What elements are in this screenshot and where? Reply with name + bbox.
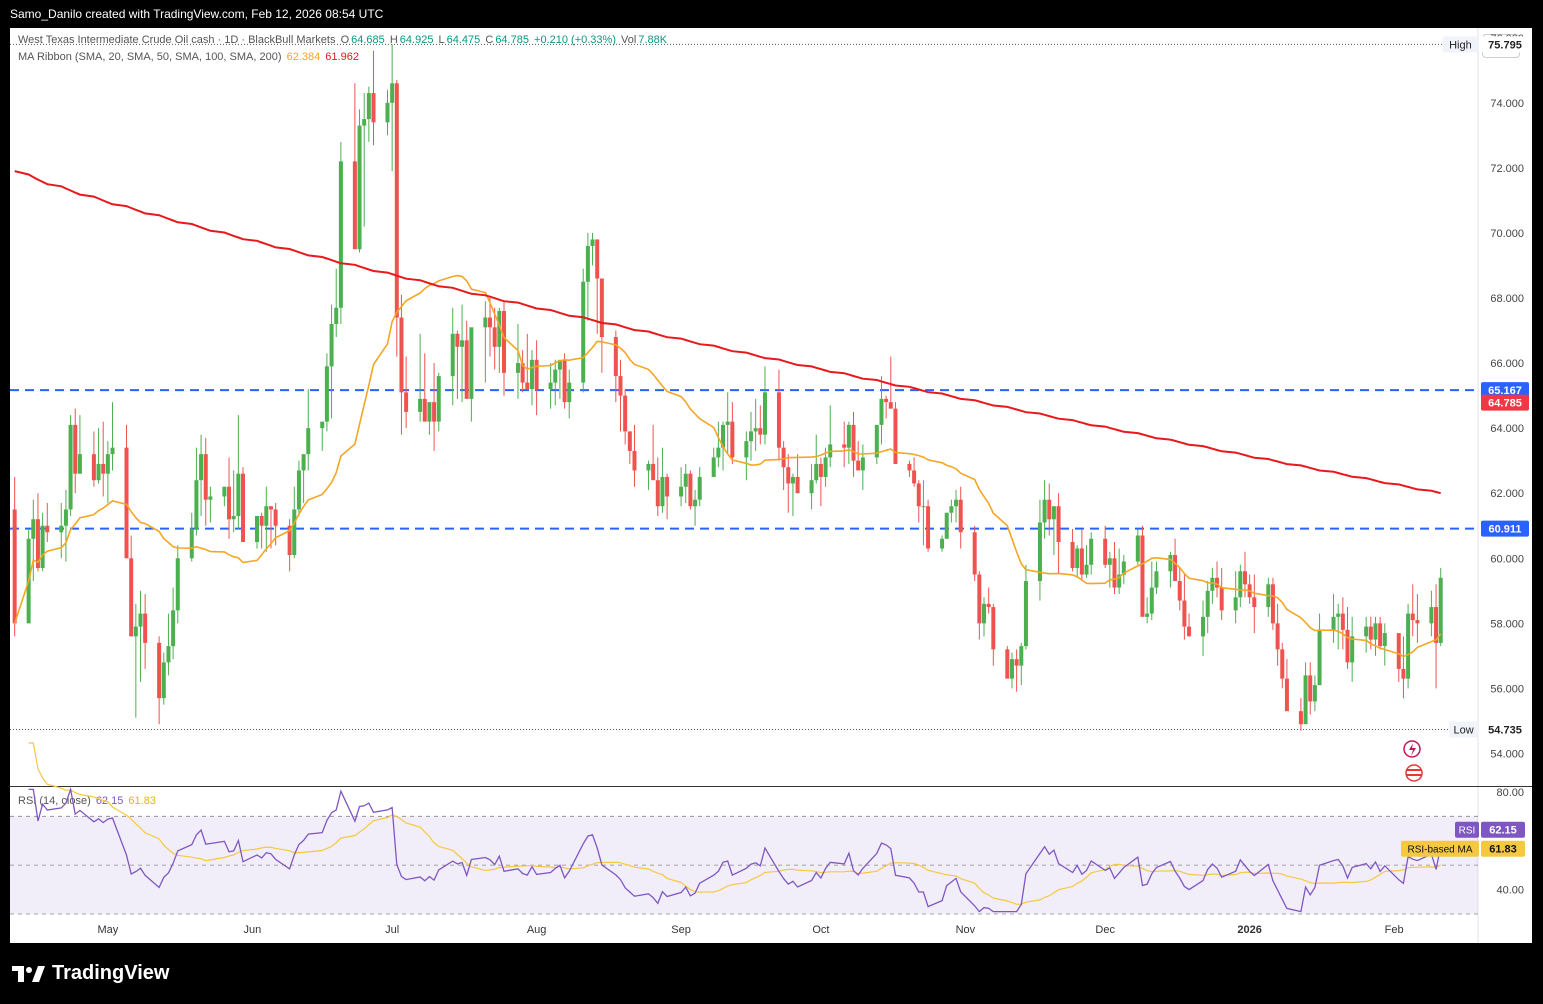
ohlc-open: 64.685 (351, 34, 385, 46)
rsi-legend: RSI (14, close) 62.15 61.83 (18, 795, 158, 807)
ohlc-high-label: H (389, 34, 398, 46)
ma20-value: 62.384 (286, 51, 321, 63)
ma-legend: MA Ribbon (SMA, 20, SMA, 50, SMA, 100, S… (18, 51, 361, 63)
symbol-name: West Texas Intermediate Crude Oil cash ·… (18, 34, 336, 46)
ma-label: MA Ribbon (SMA, 20, SMA, 50, SMA, 100, S… (18, 51, 282, 63)
ohlc-close: 64.785 (495, 34, 529, 46)
ohlc-high: 64.925 (399, 34, 434, 46)
chart-panel[interactable]: West Texas Intermediate Crude Oil cash ·… (10, 28, 1532, 943)
ohlc-low-label: L (438, 34, 445, 46)
ohlc-change: +0.210 (+0.33%) (534, 34, 616, 46)
tradingview-logo-icon (12, 965, 45, 982)
brand-name: TradingView (52, 962, 170, 984)
ohlc-close-label: C (485, 34, 494, 46)
ma200-value: 61.962 (325, 51, 359, 63)
ohlc-low: 64.475 (446, 34, 481, 46)
symbol-legend: West Texas Intermediate Crude Oil cash ·… (18, 34, 669, 46)
currency-button[interactable]: USD (1482, 34, 1520, 58)
ohlc-open-label: O (340, 34, 350, 46)
rsi-value: 62.15 (95, 795, 124, 807)
chart-credit: Samo_Danilo created with TradingView.com… (10, 7, 384, 21)
tradingview-footer: TradingView (12, 962, 169, 985)
volume-label: Vol (621, 34, 637, 46)
volume-value: 7.88K (638, 34, 668, 46)
rsi-ma-value: 61.83 (128, 795, 156, 807)
rsi-label: RSI (14, close) (18, 795, 91, 807)
